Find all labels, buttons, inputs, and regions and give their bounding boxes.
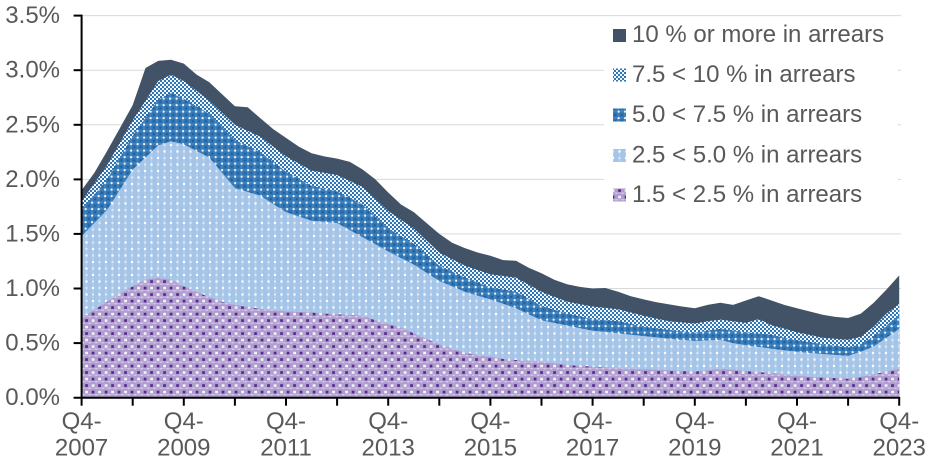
svg-text:2007: 2007 xyxy=(55,435,108,462)
svg-text:Q4-: Q4- xyxy=(368,408,408,435)
svg-text:Q4-: Q4- xyxy=(573,408,613,435)
svg-text:10 % or more in arrears: 10 % or more in arrears xyxy=(632,21,884,48)
svg-text:3.0%: 3.0% xyxy=(5,57,60,84)
svg-text:0.0%: 0.0% xyxy=(5,384,60,411)
svg-text:2009: 2009 xyxy=(157,435,210,462)
svg-text:3.5%: 3.5% xyxy=(5,2,60,29)
svg-text:1.5%: 1.5% xyxy=(5,220,60,247)
svg-text:0.5%: 0.5% xyxy=(5,330,60,357)
svg-text:2015: 2015 xyxy=(464,435,517,462)
svg-text:Q4-: Q4- xyxy=(62,408,102,435)
svg-text:2.5%: 2.5% xyxy=(5,111,60,138)
svg-text:7.5 < 10 % in arrears: 7.5 < 10 % in arrears xyxy=(632,61,855,88)
svg-text:Q4-: Q4- xyxy=(879,408,919,435)
svg-text:1.0%: 1.0% xyxy=(5,275,60,302)
svg-text:2023: 2023 xyxy=(873,435,926,462)
svg-text:Q4-: Q4- xyxy=(164,408,204,435)
svg-text:2.5 < 5.0 % in arrears: 2.5 < 5.0 % in arrears xyxy=(632,142,862,169)
svg-text:Q4-: Q4- xyxy=(675,408,715,435)
svg-text:2.0%: 2.0% xyxy=(5,166,60,193)
svg-text:Q4-: Q4- xyxy=(470,408,510,435)
svg-text:2021: 2021 xyxy=(770,435,823,462)
svg-text:2011: 2011 xyxy=(260,435,312,462)
svg-text:1.5 < 2.5 % in arrears: 1.5 < 2.5 % in arrears xyxy=(632,181,862,208)
svg-text:Q4-: Q4- xyxy=(266,408,306,435)
svg-text:2017: 2017 xyxy=(566,435,619,462)
svg-text:Q4-: Q4- xyxy=(777,408,817,435)
svg-text:5.0 < 7.5 % in arrears: 5.0 < 7.5 % in arrears xyxy=(632,101,862,128)
svg-text:2019: 2019 xyxy=(668,435,721,462)
svg-text:2013: 2013 xyxy=(362,435,415,462)
